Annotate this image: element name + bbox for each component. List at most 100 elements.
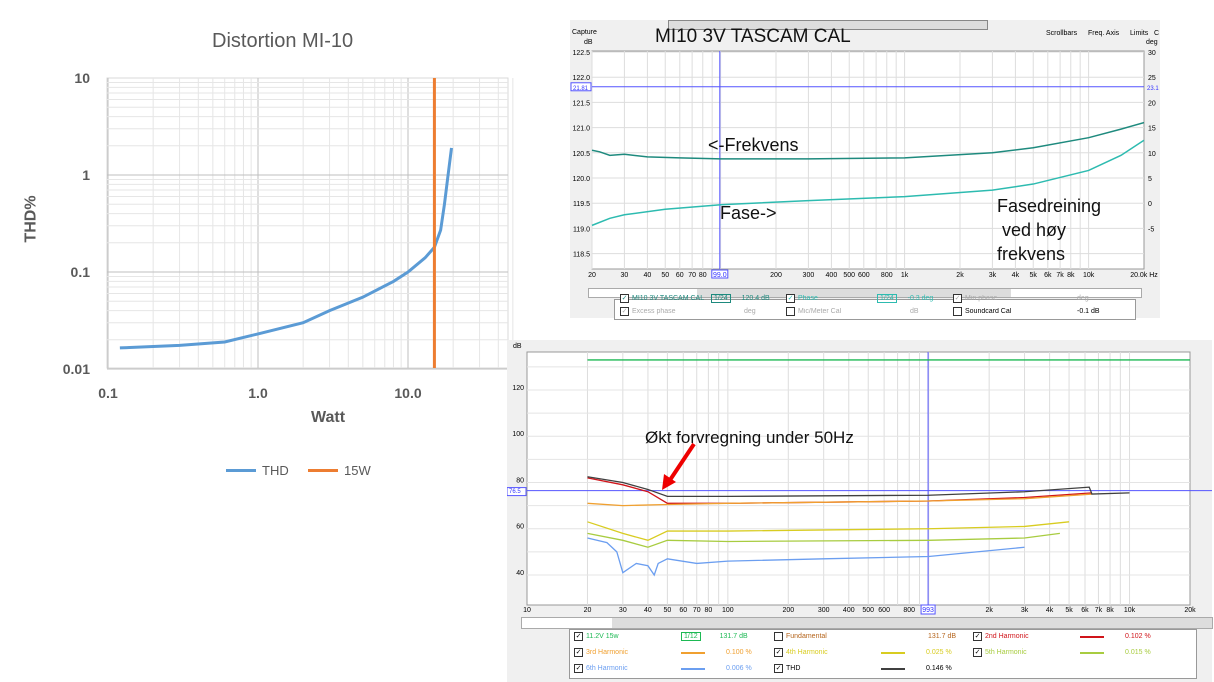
thd-plot: 10 1 0.1 0.01 0.1 1.0 10.0 xyxy=(63,70,514,401)
x-tick-label: 8k xyxy=(1067,272,1075,279)
checkbox[interactable]: ✓ xyxy=(574,664,583,673)
legend-swatch xyxy=(881,667,905,670)
cursor-level-box xyxy=(507,487,527,497)
checkbox[interactable]: ✓ xyxy=(620,307,629,316)
legend-label: Mic/Meter Cal xyxy=(798,308,842,315)
x-tick-label: 200 xyxy=(770,272,782,279)
y-tick-label: 122.0 xyxy=(572,75,590,82)
legend-swatch xyxy=(1080,651,1104,654)
legend-panel xyxy=(614,299,1136,320)
x-tick-label: 3k xyxy=(1021,607,1029,614)
y-right-tick-label: 5 xyxy=(1148,176,1152,183)
y-tick-label: 40 xyxy=(516,570,524,577)
mi10-3v-tascam-cal-line xyxy=(591,121,1145,160)
limits-button[interactable]: Limits xyxy=(1130,30,1149,37)
legend-item[interactable]: ✓ 4th Harmonic 0.025 % xyxy=(774,648,952,657)
legend-value: 0.015 % xyxy=(1125,649,1151,656)
legend-item[interactable]: ✓ 11.2V 15w 1/12 131.7 dB xyxy=(574,632,748,641)
x-tick-label: 1.0 xyxy=(248,385,268,401)
smoothing-badge[interactable]: 1/24 xyxy=(877,294,897,303)
freq-axis-button[interactable]: Freq. Axis xyxy=(1088,30,1120,37)
legend-item[interactable]: Soundcard Cal -0.1 dB xyxy=(953,307,1100,316)
x-tick-label: 70 xyxy=(693,607,701,614)
6th-harmonic-line xyxy=(587,537,1025,577)
y-tick-label: 120.0 xyxy=(572,176,590,183)
y-tick-label: 1 xyxy=(82,167,90,183)
legend-label: THD xyxy=(786,665,801,672)
x-tick-label: 40 xyxy=(643,272,651,279)
x-tick-label: 80 xyxy=(699,272,707,279)
toolbar-tabs[interactable] xyxy=(668,20,988,30)
legend-value: dB xyxy=(910,308,919,315)
controls-button[interactable]: C xyxy=(1154,30,1160,37)
legend-item[interactable]: ✓ Excess phase deg xyxy=(620,307,756,316)
legend-item[interactable]: ✓ Min phase deg xyxy=(953,294,1089,303)
legend-value: 120.4 dB xyxy=(741,295,770,302)
smoothing-badge[interactable]: 1/12 xyxy=(681,632,701,641)
checkbox[interactable]: ✓ xyxy=(973,632,982,641)
chart-title: Distortion MI-10 xyxy=(212,30,354,52)
legend-15w: 15W xyxy=(308,463,371,478)
legend-item[interactable]: ✓ 5th Harmonic 0.015 % xyxy=(973,648,1151,657)
legend-item[interactable]: Fundamental 131.7 dB xyxy=(774,632,956,641)
checkbox[interactable] xyxy=(786,307,795,316)
legend-label: 3rd Harmonic xyxy=(586,649,629,656)
phase-line xyxy=(591,139,1145,227)
checkbox[interactable]: ✓ xyxy=(574,632,583,641)
thd-line xyxy=(119,147,453,350)
cursor-freq-label: 993 xyxy=(922,607,934,614)
y-tick-label: 120.5 xyxy=(572,151,590,158)
plot-area xyxy=(526,351,1191,606)
x-tick-label: 5k xyxy=(1065,607,1073,614)
checkbox[interactable]: ✓ xyxy=(973,648,982,657)
legend-label: Phase xyxy=(798,295,818,302)
checkbox[interactable]: ✓ xyxy=(574,648,583,657)
legend-value: 0.102 % xyxy=(1125,633,1151,640)
x-tick-label: 6k xyxy=(1081,607,1089,614)
legend-label: Fundamental xyxy=(786,633,827,640)
checkbox[interactable]: ✓ xyxy=(774,664,783,673)
plot-area xyxy=(106,77,509,369)
x-tick-label: 4k xyxy=(1012,272,1020,279)
y-right-tick-label: 25 xyxy=(1148,75,1156,82)
capture-label: Capture xyxy=(572,29,597,36)
legend-item[interactable]: Mic/Meter Cal dB xyxy=(786,307,919,316)
legend-swatch xyxy=(681,667,705,670)
cursor-right-label: 23.1 xyxy=(1147,86,1159,92)
smoothing-badge[interactable]: 1/24 xyxy=(711,294,731,303)
legend-item[interactable]: ✓ Phase 1/24 -0.3 deg xyxy=(786,294,933,303)
x-tick-label: 100 xyxy=(722,607,734,614)
legend-item[interactable]: ✓ 2nd Harmonic 0.102 % xyxy=(973,632,1151,641)
legend-item[interactable]: ✓ 3rd Harmonic 0.100 % xyxy=(574,648,752,657)
x-tick-label: 4k xyxy=(1046,607,1054,614)
4th-harmonic-line xyxy=(587,521,1070,542)
x-tick-label: 500 xyxy=(843,272,855,279)
scrollbars-button[interactable]: Scrollbars xyxy=(1046,30,1078,37)
frequency-phase-plot[interactable]: 122.5 122.0 121.5 121.0 120.5 120.0 119.5 119.0… xyxy=(570,20,1160,290)
legend-item[interactable]: ✓ 6th Harmonic 0.006 % xyxy=(574,664,752,673)
y-tick-label: 0.01 xyxy=(63,361,90,377)
legend-value: 0.025 % xyxy=(926,649,952,656)
checkbox[interactable]: ✓ xyxy=(774,648,783,657)
annotation-frekvens: <-Frekvens xyxy=(708,135,799,155)
checkbox[interactable]: ✓ xyxy=(953,294,962,303)
legend-item[interactable]: ✓ THD 0.146 % xyxy=(774,664,952,673)
legend-value: 0.100 % xyxy=(726,649,752,656)
x-tick-label: 600 xyxy=(858,272,870,279)
checkbox[interactable] xyxy=(953,307,962,316)
y-tick-label: 80 xyxy=(516,477,524,484)
legend-label: MI10 3V TASCAM CAL xyxy=(632,295,705,302)
scrollbar[interactable] xyxy=(588,288,1142,298)
legend-item[interactable]: ✓ MI10 3V TASCAM CAL 1/24 120.4 dB xyxy=(620,294,770,303)
x-tick-label: 0.1 xyxy=(98,385,118,401)
y-right-tick-label: 0 xyxy=(1148,201,1152,208)
y-right-tick-label: -5 xyxy=(1148,226,1154,233)
checkbox[interactable] xyxy=(774,632,783,641)
cursor-level-label: 21.81 xyxy=(573,86,589,92)
scrollbar[interactable] xyxy=(521,617,1213,629)
checkbox[interactable]: ✓ xyxy=(786,294,795,303)
checkbox[interactable]: ✓ xyxy=(620,294,629,303)
y-tick-label: 119.0 xyxy=(573,226,590,233)
annotation-distortion: Økt forvregning under 50Hz xyxy=(645,428,854,447)
